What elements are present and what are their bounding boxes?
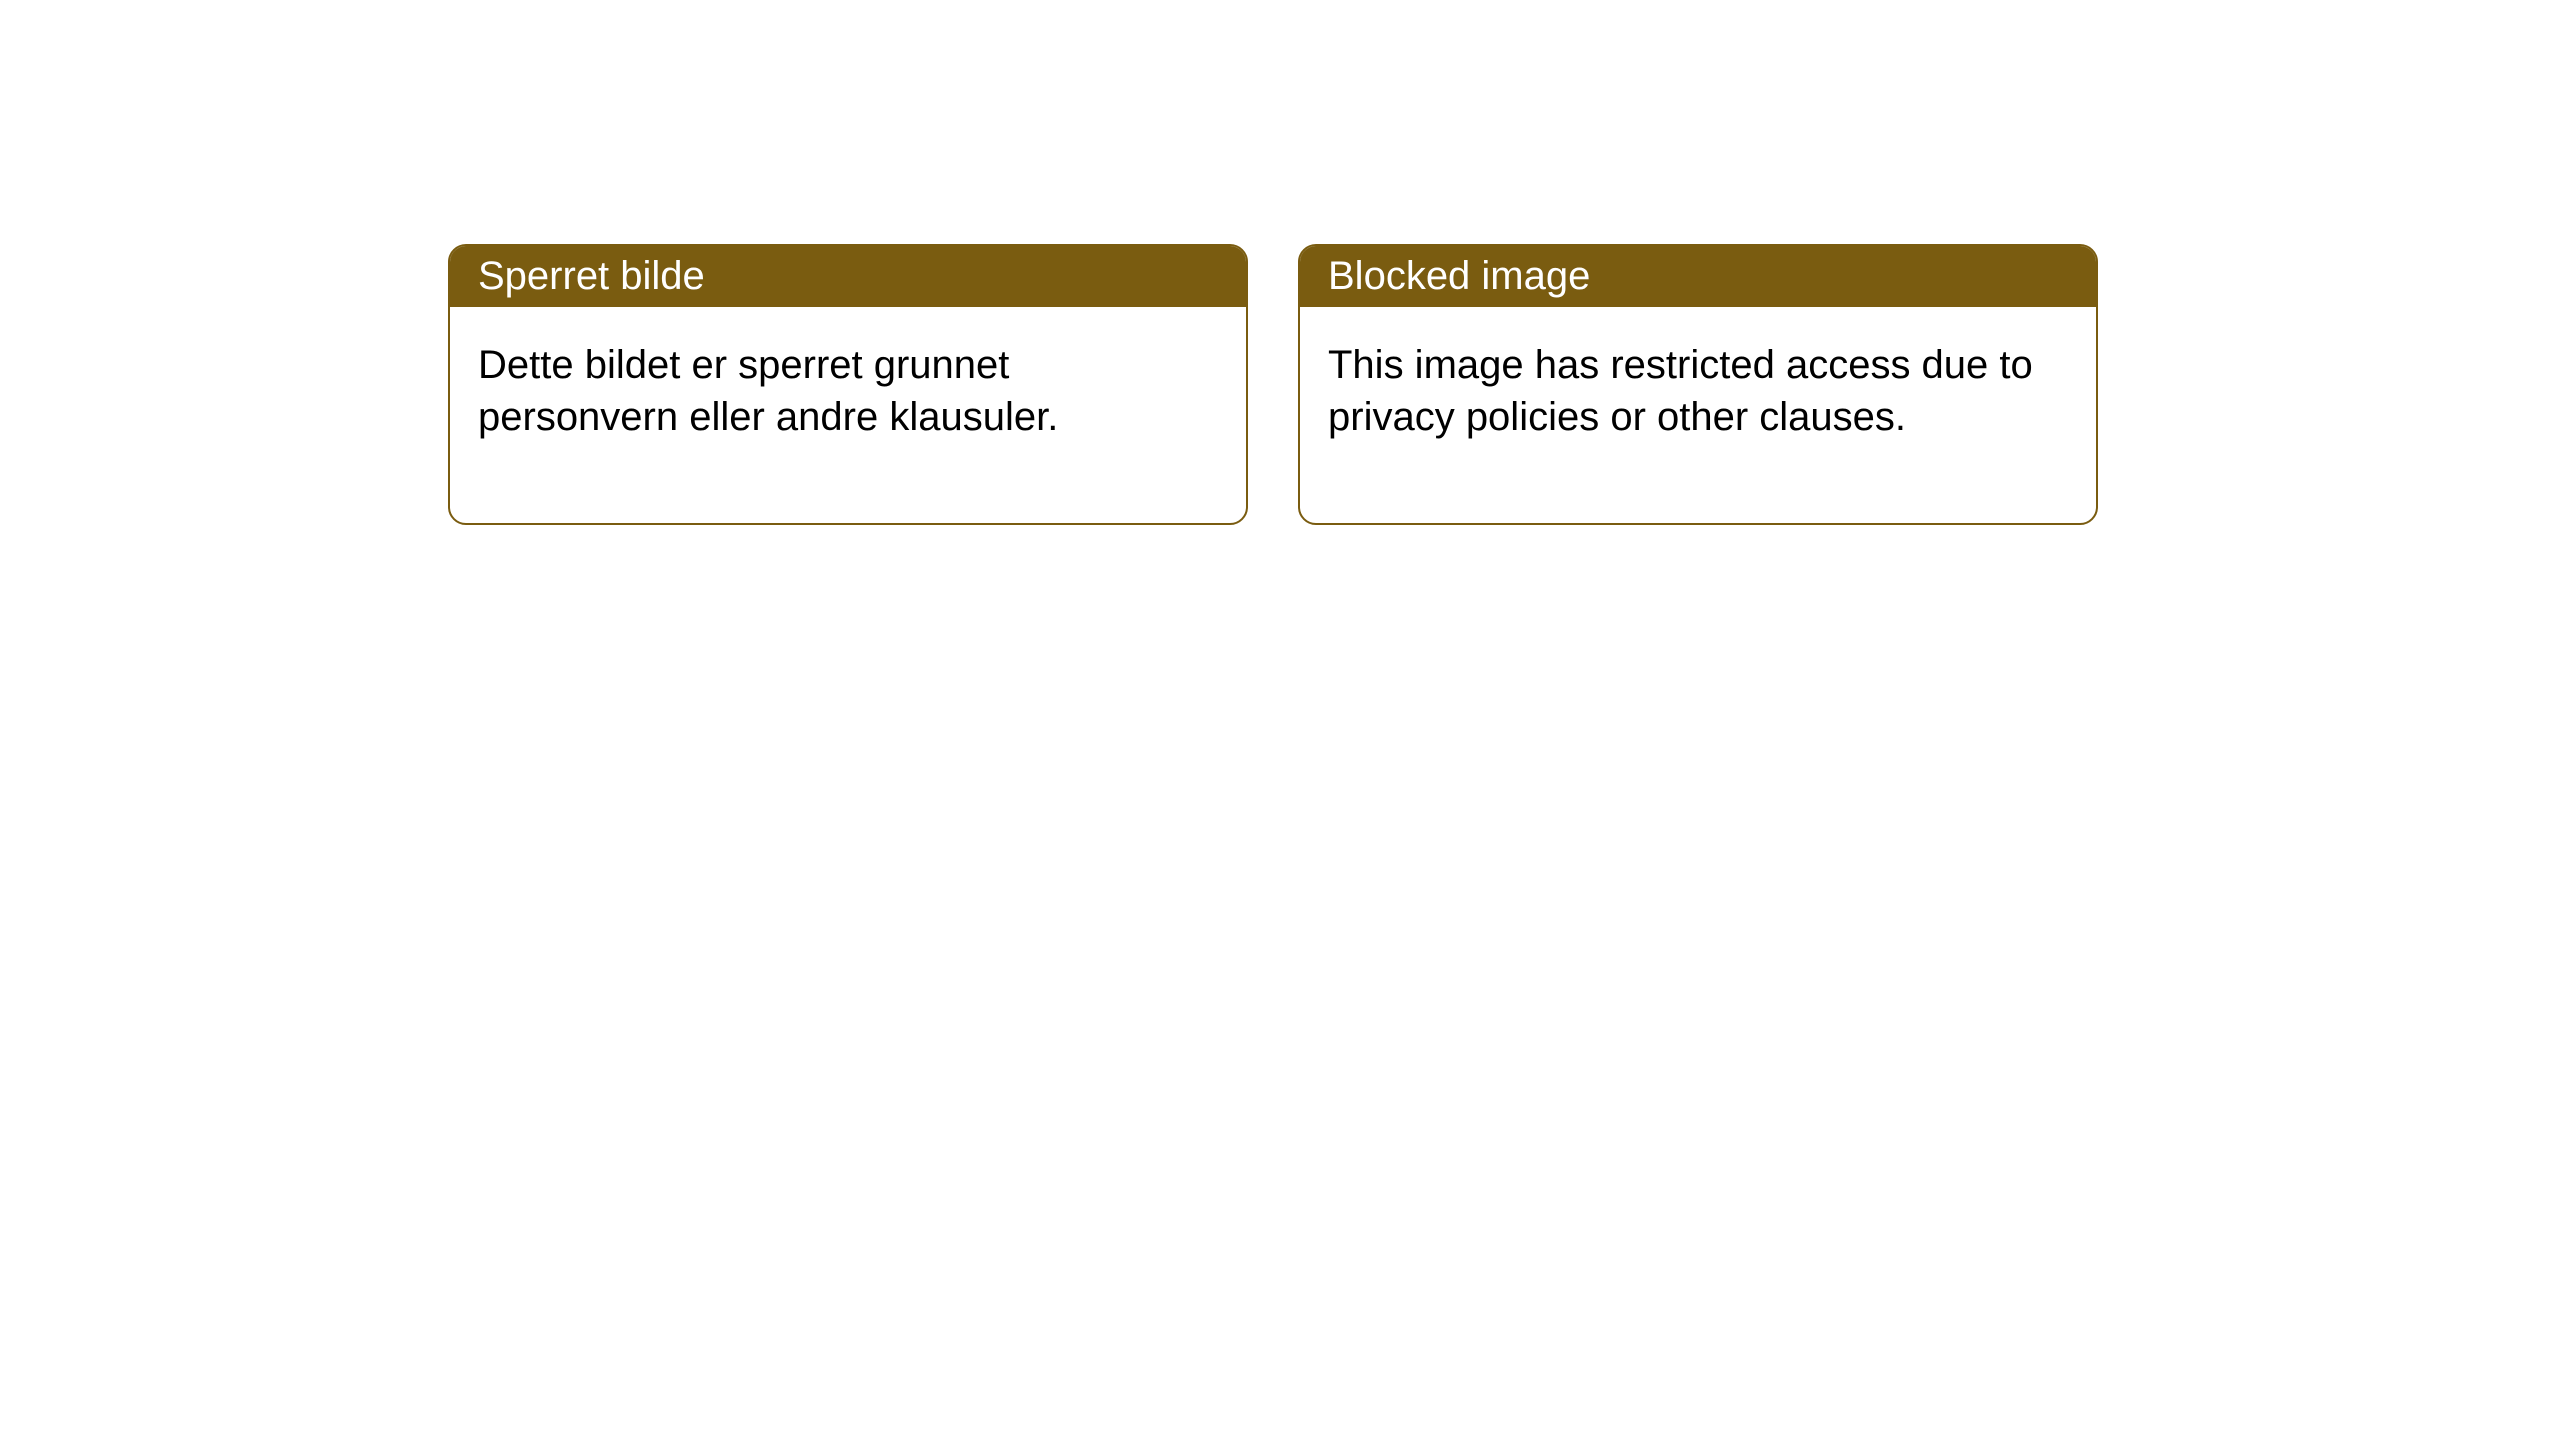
- notice-text-norwegian: Dette bildet er sperret grunnet personve…: [478, 343, 1058, 439]
- notices-container: Sperret bilde Dette bildet er sperret gr…: [448, 244, 2098, 525]
- notice-card-english: Blocked image This image has restricted …: [1298, 244, 2098, 525]
- notice-card-norwegian: Sperret bilde Dette bildet er sperret gr…: [448, 244, 1248, 525]
- notice-header-norwegian: Sperret bilde: [450, 246, 1246, 307]
- notice-text-english: This image has restricted access due to …: [1328, 343, 2033, 439]
- notice-header-english: Blocked image: [1300, 246, 2096, 307]
- notice-body-norwegian: Dette bildet er sperret grunnet personve…: [450, 307, 1246, 523]
- notice-title-english: Blocked image: [1328, 254, 1590, 298]
- notice-body-english: This image has restricted access due to …: [1300, 307, 2096, 523]
- notice-title-norwegian: Sperret bilde: [478, 254, 705, 298]
